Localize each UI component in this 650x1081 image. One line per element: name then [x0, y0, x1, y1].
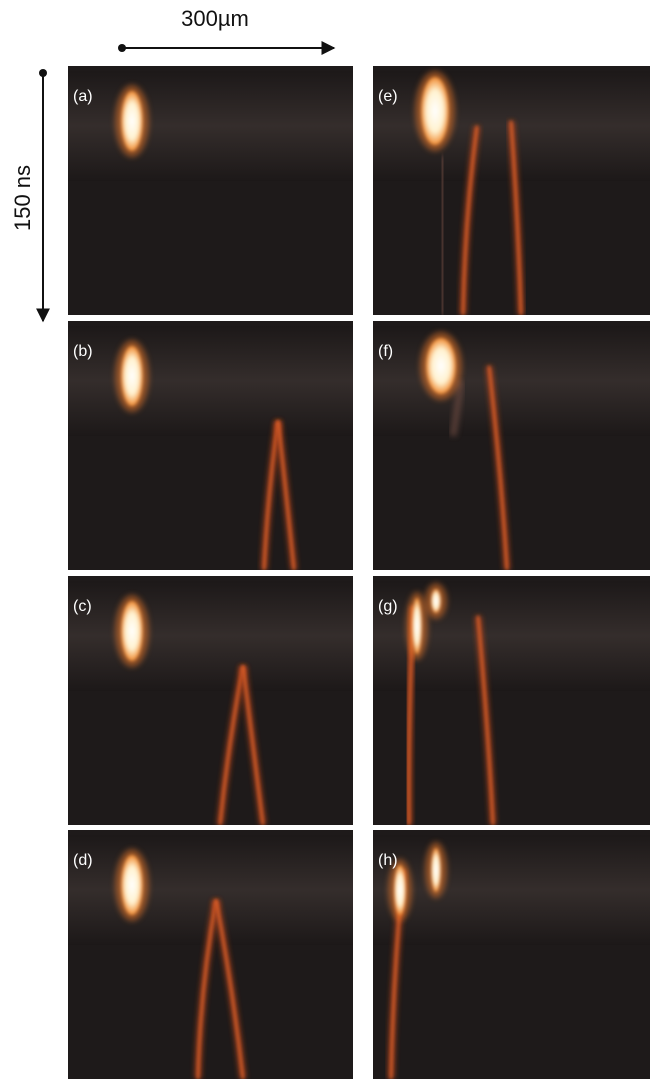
streak-panel: (f)	[373, 321, 650, 570]
streak-core	[263, 420, 279, 570]
panel-label: (e)	[378, 88, 398, 105]
panel-image	[373, 576, 650, 825]
streak-core	[242, 665, 264, 825]
panel-label: (f)	[378, 343, 393, 360]
panel-image	[68, 576, 353, 825]
panel-label: (a)	[73, 88, 93, 105]
panel-label: (g)	[378, 598, 398, 615]
panel-image	[68, 321, 353, 570]
vertical-scale-label: 150 ns	[10, 165, 35, 231]
plasma-blob	[421, 77, 449, 145]
horizontal-scale-label: 300µm	[181, 6, 249, 31]
plasma-blob	[121, 855, 143, 915]
haze-band	[373, 326, 650, 436]
streak	[449, 380, 465, 437]
streak-core	[277, 420, 295, 570]
panel-image	[68, 66, 353, 315]
panel-label: (c)	[73, 598, 92, 615]
horizontal-scale-bar: 300µm	[118, 6, 336, 55]
streak-panel: (a)	[68, 66, 353, 315]
plasma-blob	[431, 848, 441, 892]
plasma-blob	[121, 346, 143, 406]
streak	[438, 155, 447, 315]
streak-panel: (g)	[373, 576, 650, 825]
streak-core	[462, 125, 478, 315]
plasma-blob	[394, 865, 406, 915]
streak-panel: (c)	[68, 576, 353, 825]
streak-core	[219, 665, 244, 825]
haze-band	[373, 835, 650, 945]
panel-image	[373, 830, 650, 1079]
haze-band	[68, 326, 353, 436]
streak-core	[197, 899, 217, 1079]
streak-panel: (h)	[373, 830, 650, 1079]
streak-core	[477, 615, 494, 825]
plasma-blob	[121, 91, 143, 151]
streak-panel: (d)	[68, 830, 353, 1079]
haze-band	[68, 581, 353, 691]
panel-label: (d)	[73, 852, 93, 869]
plasma-blob	[412, 598, 422, 654]
streak-panel: (e)	[373, 66, 650, 315]
streak-core	[215, 899, 244, 1079]
panel-label: (h)	[378, 852, 398, 869]
panel-label: (b)	[73, 343, 93, 360]
plasma-blob	[121, 601, 143, 661]
plasma-blob	[431, 589, 441, 613]
haze-band	[68, 71, 353, 181]
streak-core	[510, 120, 522, 315]
panel-image	[373, 321, 650, 570]
streak-core	[488, 365, 508, 570]
streak-panel: (b)	[68, 321, 353, 570]
plasma-blob	[426, 338, 456, 394]
panel-image	[68, 830, 353, 1079]
panel-image	[373, 66, 650, 315]
vertical-scale-bar: 150 ns	[10, 69, 50, 323]
